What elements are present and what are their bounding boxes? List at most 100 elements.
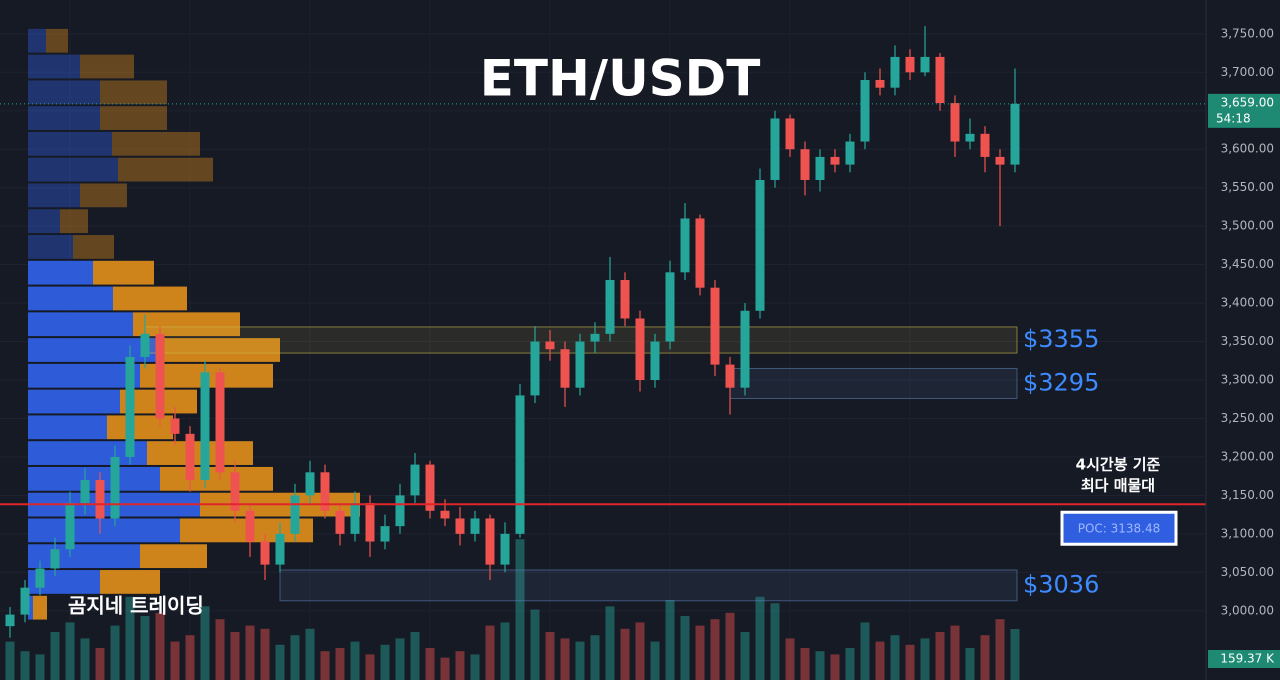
- y-tick-label: 3,450.00: [1221, 257, 1274, 271]
- candle-body: [815, 156, 825, 180]
- candle-body: [995, 156, 1005, 165]
- candle-body: [260, 541, 270, 565]
- candle-body: [470, 518, 480, 534]
- profile-sell: [46, 28, 68, 53]
- volume-bar: [905, 644, 915, 680]
- volume-bar: [95, 648, 105, 680]
- candle-body: [905, 56, 915, 73]
- candle-body: [695, 218, 705, 288]
- volume-bar: [485, 625, 495, 680]
- current-price-tag: [1208, 93, 1280, 128]
- candle-body: [245, 510, 255, 542]
- profile-sell: [113, 286, 187, 311]
- candle-body: [290, 495, 300, 534]
- candle-body: [485, 518, 495, 565]
- volume-bar: [440, 657, 450, 680]
- candle-body: [215, 372, 225, 473]
- profile-sell: [100, 570, 160, 594]
- profile-sell: [33, 595, 47, 620]
- y-tick-label: 3,000.00: [1221, 603, 1274, 617]
- candle-body: [275, 533, 285, 565]
- y-tick-label: 3,550.00: [1221, 180, 1274, 194]
- candle-body: [740, 310, 750, 388]
- candle-body: [890, 56, 900, 88]
- profile-buy: [28, 209, 60, 234]
- volume-bar: [920, 638, 930, 680]
- candle-body: [95, 480, 105, 519]
- countdown: 54:18: [1216, 111, 1251, 125]
- candle-body: [665, 272, 675, 342]
- profile-sell: [118, 157, 213, 182]
- profile-sell: [60, 209, 88, 234]
- candle-body: [65, 503, 75, 550]
- profile-sell: [147, 441, 253, 465]
- profile-buy: [28, 466, 160, 491]
- volume-bar: [230, 632, 240, 680]
- volume-tag: [1208, 650, 1280, 668]
- candle-body: [155, 333, 165, 419]
- candle-body: [725, 364, 735, 388]
- zone: [729, 367, 1018, 399]
- volume-bar: [890, 635, 900, 680]
- y-tick-label: 3,350.00: [1221, 334, 1274, 348]
- candle-body: [110, 456, 120, 519]
- profile-buy: [28, 570, 100, 594]
- candle-body: [980, 133, 990, 157]
- profile-buy: [28, 389, 120, 414]
- candle-body: [500, 533, 510, 565]
- profile-sell: [112, 131, 200, 156]
- volume-bar: [455, 651, 465, 680]
- candle-body: [140, 333, 150, 357]
- y-tick-label: 3,400.00: [1221, 296, 1274, 310]
- y-tick-label: 3,300.00: [1221, 373, 1274, 387]
- annotation: 4시간봉 기준: [1076, 456, 1161, 474]
- zone-label: $3295: [1023, 368, 1099, 396]
- profile-buy: [28, 54, 80, 79]
- volume-bar: [725, 612, 735, 680]
- volume-bar: [1010, 629, 1020, 680]
- candle-body: [710, 287, 720, 365]
- profile-sell: [100, 106, 167, 130]
- volume-bar: [785, 638, 795, 680]
- volume-bar: [5, 641, 15, 680]
- profile-buy: [28, 312, 133, 337]
- volume-bar: [965, 648, 975, 680]
- candle-body: [425, 464, 435, 511]
- profile-buy: [28, 106, 100, 130]
- profile-sell: [160, 338, 280, 362]
- volume-bar: [740, 632, 750, 680]
- volume-bar: [215, 619, 225, 680]
- volume-bar: [185, 635, 195, 680]
- volume-bar: [755, 596, 765, 680]
- profile-buy: [28, 131, 112, 156]
- candle-body: [800, 149, 810, 180]
- candle-body: [230, 472, 240, 511]
- candle-body: [395, 495, 405, 527]
- y-tick-label: 3,050.00: [1221, 565, 1274, 579]
- y-tick-label: 3,200.00: [1221, 449, 1274, 463]
- zone-label: $3036: [1023, 570, 1099, 598]
- candle-body: [35, 568, 45, 588]
- profile-buy: [28, 183, 80, 208]
- volume-bar: [695, 625, 705, 680]
- volume-bar: [320, 651, 330, 680]
- profile-buy: [28, 80, 100, 105]
- candle-body: [50, 549, 60, 569]
- poc-box: [1060, 510, 1178, 546]
- volume-bar: [830, 654, 840, 680]
- profile-sell: [73, 235, 114, 259]
- volume-bar: [245, 625, 255, 680]
- candle-body: [950, 103, 960, 142]
- volume-bar: [500, 622, 510, 680]
- volume-bar: [20, 651, 30, 680]
- volume-bar: [170, 641, 180, 680]
- volume-bar: [590, 635, 600, 680]
- candle-body: [650, 341, 660, 380]
- profile-buy: [28, 235, 73, 259]
- candle-body: [440, 510, 450, 519]
- volume-bar: [80, 638, 90, 680]
- profile-buy: [28, 286, 113, 311]
- profile-buy: [28, 157, 118, 182]
- candle-body: [410, 464, 420, 496]
- volume-bar: [395, 638, 405, 680]
